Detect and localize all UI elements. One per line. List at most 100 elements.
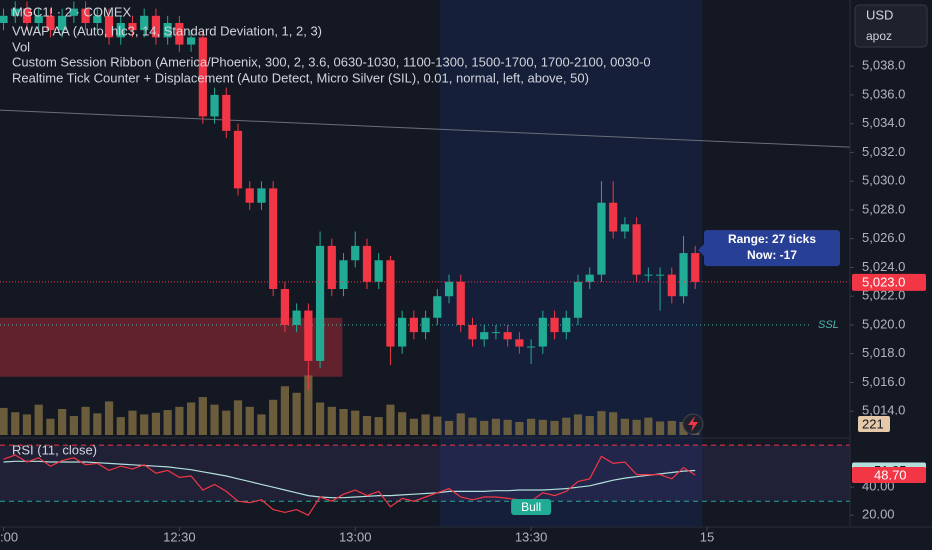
session-ribbon [439, 0, 703, 527]
volume-bar [433, 416, 442, 435]
candle-body [58, 15, 67, 31]
legend-line: VWAP AA (Auto, hlc3, 14, Standard Deviat… [12, 23, 322, 38]
candle-body [515, 339, 524, 347]
y-tick-label: 5,030.0 [862, 173, 905, 188]
candle-body [233, 130, 243, 189]
volume-bar [257, 414, 266, 435]
volume-bar [210, 404, 219, 435]
volume-bar [233, 400, 243, 435]
rsi-band-fill [0, 445, 850, 502]
candle-body [655, 274, 665, 276]
candle-body [175, 23, 184, 45]
y-tick-label: 5,032.0 [862, 144, 905, 159]
x-tick-label: 13:30 [515, 529, 548, 544]
y-tick-label: 5,014.0 [862, 403, 905, 418]
legend-line: Vol [12, 39, 30, 54]
candle-body [81, 8, 90, 24]
volume-bar [609, 412, 618, 435]
volume-bar [444, 420, 454, 435]
currency: USD [866, 7, 893, 22]
candle-body [609, 202, 618, 232]
volume-bar [34, 404, 43, 435]
volume-bar [104, 401, 114, 435]
volume-bar [269, 399, 278, 435]
volume-bar [550, 420, 559, 435]
tooltip-pointer [698, 244, 704, 257]
rsi-annotation-box [511, 498, 552, 515]
volume-bar [69, 416, 78, 435]
candle-body [644, 274, 653, 276]
volume-bar [187, 402, 196, 435]
candle-body [562, 317, 571, 333]
candle-body [93, 15, 102, 24]
plot-area: SSL MGC1! · 2 · COMEX VWAP AA (Auto, hlc3,… [0, 0, 850, 527]
volume-bar [58, 409, 67, 435]
candle-body [433, 296, 442, 318]
candle-body [11, 8, 20, 16]
candle-body [46, 15, 55, 31]
volume-bar [140, 414, 149, 435]
alert-bolt [688, 416, 698, 432]
volume-bar [362, 416, 372, 435]
candle-body [69, 8, 78, 16]
currency-box[interactable] [854, 4, 928, 48]
volume-bar [620, 418, 629, 435]
candle-body [163, 23, 172, 38]
tooltip-line: Range: 27 ticks [728, 232, 816, 246]
volume-bar [667, 420, 676, 435]
candle-body [667, 274, 676, 297]
volume-bar [175, 406, 184, 435]
volume-bar [198, 397, 207, 435]
volume-bar [0, 407, 8, 435]
volume-bar [597, 411, 606, 435]
alert-icon[interactable] [682, 413, 704, 435]
candle-body [140, 15, 149, 31]
y-tick-label: 5,020.0 [862, 316, 905, 331]
candle-body [351, 245, 360, 261]
y-tick-label: 5,024.0 [862, 259, 905, 274]
candle-body [34, 15, 43, 24]
candle-body [480, 332, 489, 340]
candle-body [409, 317, 418, 333]
zone [0, 317, 343, 377]
candle-body [187, 37, 196, 45]
candle-body [315, 245, 325, 361]
volume-bar [315, 402, 325, 435]
candle-body [362, 245, 372, 282]
candle-body [597, 202, 606, 275]
last-price-label: 5,023.0 [862, 274, 905, 289]
volume-bar [222, 410, 231, 435]
candle-body [0, 15, 8, 24]
candle-body [491, 332, 501, 334]
candle-body [210, 94, 219, 117]
rsi-last-label: 48.70 [874, 467, 907, 482]
volume-last-label: 221 [862, 416, 884, 431]
volume-bar [562, 417, 571, 435]
account: apoz [866, 29, 892, 43]
volume-bar [22, 414, 32, 435]
candle-body [104, 15, 114, 38]
candle-body [691, 253, 700, 282]
candle-body [245, 188, 254, 203]
volume-bar [585, 416, 594, 435]
volume-bar [409, 418, 418, 435]
candle-body [421, 317, 430, 333]
candle-body [151, 15, 161, 38]
volume-bar [163, 410, 172, 435]
tooltip-line: Now: -17 [747, 248, 797, 262]
candle-body [292, 310, 301, 325]
volume-bar [398, 412, 407, 435]
volume-bar [515, 422, 524, 435]
legend-line: Custom Session Ribbon (America/Phoenix, … [12, 54, 651, 69]
candle-body [456, 281, 465, 325]
candle-body [585, 274, 594, 282]
volume-bar [292, 392, 301, 435]
volume-bar [304, 375, 313, 435]
candle-body [116, 23, 125, 38]
candle-body [222, 94, 231, 131]
y-tick-label: 5,028.0 [862, 201, 905, 216]
y-tick-label: 5,022.0 [862, 288, 905, 303]
volume-bar [280, 386, 289, 435]
volume-bar [46, 418, 55, 435]
